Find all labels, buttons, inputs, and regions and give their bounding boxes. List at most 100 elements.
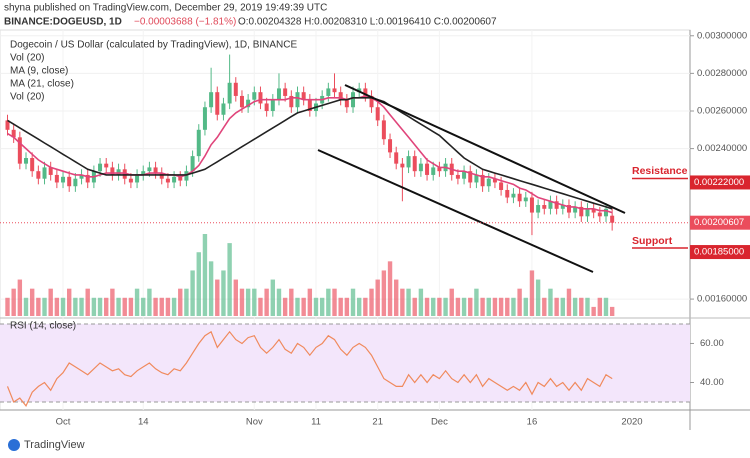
- volume-bar: [505, 297, 510, 316]
- level-label: 0.00222000: [694, 177, 744, 188]
- volume-bar: [264, 288, 269, 316]
- candle-body: [147, 167, 152, 172]
- volume-bar: [585, 297, 590, 316]
- volume-bar: [461, 297, 467, 316]
- volume-bar: [165, 297, 171, 316]
- x-tick-label: 21: [372, 417, 383, 428]
- volume-bar: [116, 297, 121, 316]
- volume-bar: [486, 297, 491, 316]
- candle-body: [239, 95, 244, 108]
- volume-bar: [104, 297, 109, 316]
- channel-upper: [344, 84, 626, 214]
- volume-bar: [270, 279, 276, 316]
- volume-bar: [73, 297, 78, 316]
- candle-body: [437, 167, 442, 172]
- candle-body: [536, 205, 541, 213]
- x-tick-label: 16: [527, 417, 538, 428]
- volume-bar: [492, 297, 498, 316]
- volume-bar: [394, 279, 399, 316]
- candle-body: [431, 167, 436, 175]
- candle-body: [24, 158, 29, 164]
- volume-bar: [400, 288, 405, 316]
- candle-body: [289, 95, 294, 108]
- candle-body: [338, 92, 343, 100]
- candle-body: [116, 169, 121, 175]
- candle-body: [363, 88, 368, 96]
- candle-body: [480, 174, 485, 187]
- volume-bar: [245, 288, 251, 316]
- volume-bar: [566, 288, 572, 316]
- volume-bar: [554, 297, 559, 316]
- candle-body: [560, 205, 565, 209]
- volume-bar: [202, 234, 208, 316]
- candle-body: [486, 178, 491, 187]
- candle-body: [258, 92, 263, 104]
- volume-bar: [282, 297, 288, 316]
- volume-bar: [134, 288, 140, 316]
- logo: [8, 439, 20, 451]
- candle-body: [172, 176, 177, 183]
- footer: [0, 432, 750, 458]
- candle-body: [332, 88, 337, 93]
- rsi-label: RSI (14, close): [10, 321, 76, 332]
- candle-body: [591, 208, 596, 213]
- candle-body: [548, 201, 553, 209]
- x-tick-label: 14: [138, 417, 149, 428]
- candle-body: [511, 193, 516, 198]
- volume-bar: [97, 297, 103, 316]
- volume-bar: [572, 297, 578, 316]
- volume-bar: [356, 297, 362, 316]
- candle-body: [227, 82, 232, 104]
- volume-bar: [480, 297, 485, 316]
- volume-bar: [338, 297, 343, 316]
- candle-body: [425, 163, 430, 175]
- candle-body: [499, 182, 504, 190]
- candle-body: [492, 178, 497, 183]
- volume-bar: [431, 297, 436, 316]
- candle-body: [394, 152, 399, 164]
- x-tick-label: Oct: [56, 417, 71, 428]
- volume-bar: [517, 288, 522, 316]
- volume-bar: [548, 288, 553, 316]
- volume-bar: [110, 288, 115, 316]
- x-tick-label: 2020: [621, 417, 642, 428]
- candle-body: [246, 99, 251, 108]
- volume-bar: [591, 306, 596, 316]
- x-tick-label: 11: [311, 417, 321, 428]
- candle-body: [554, 201, 559, 209]
- volume-bar: [67, 288, 72, 316]
- volume-bar: [424, 297, 430, 316]
- volume-bar: [412, 297, 417, 316]
- candle-body: [610, 215, 615, 223]
- ma-line: [7, 95, 613, 214]
- candle-body: [468, 171, 473, 183]
- y-tick-label: 0.00260000: [697, 106, 747, 117]
- candle-body: [369, 95, 374, 108]
- volume-bar: [221, 270, 226, 316]
- volume-bar: [153, 297, 158, 316]
- candle-body: [344, 99, 349, 108]
- candle-body: [159, 173, 164, 179]
- candle-body: [381, 120, 386, 140]
- candle-body: [326, 88, 331, 96]
- volume-bar: [579, 297, 584, 316]
- volume-bar: [295, 297, 300, 316]
- candle-body: [295, 92, 300, 108]
- candle-body: [233, 82, 238, 96]
- candle-body: [264, 103, 269, 111]
- x-tick-label: Dec: [431, 417, 448, 428]
- candle-body: [573, 206, 578, 213]
- chart-title: Dogecoin / US Dollar (calculated by Trad…: [10, 40, 297, 51]
- legend-entry: Vol (20): [10, 92, 44, 103]
- candle-body: [542, 205, 547, 209]
- volume-bar: [363, 297, 368, 316]
- candle-body: [73, 178, 78, 187]
- volume-bar: [178, 288, 183, 316]
- candle-body: [283, 88, 288, 96]
- volume-bar: [603, 297, 609, 316]
- volume-bar: [184, 288, 189, 316]
- candle-body: [252, 92, 257, 100]
- candle-body: [141, 171, 146, 175]
- volume-bar: [313, 297, 319, 316]
